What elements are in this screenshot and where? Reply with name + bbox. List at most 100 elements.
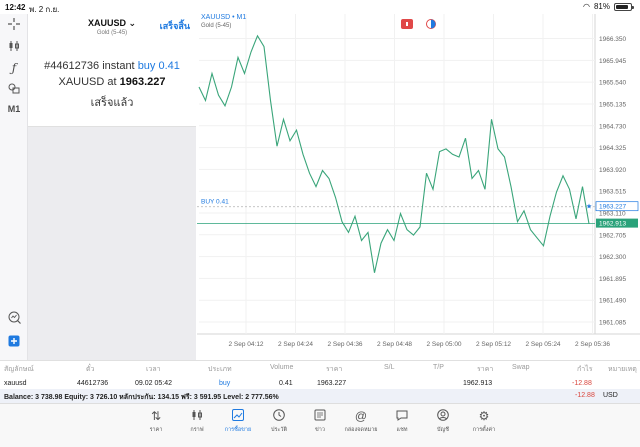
- tab-mailbox[interactable]: @ กล่องจดหมาย: [341, 409, 381, 434]
- y-tick-label: 1963.920: [599, 167, 626, 174]
- column-header[interactable]: ราคา: [326, 366, 343, 373]
- tab-settings[interactable]: ⚙ การตั้งค่า: [464, 409, 504, 434]
- done-button[interactable]: เสร็จสิ้น: [159, 21, 190, 31]
- chat-icon: [382, 409, 422, 424]
- order-result-card: XAUUSD ⌄ Gold (5-45) เสร็จสิ้น #44612736…: [28, 14, 196, 127]
- tab-label: กล่องจดหมาย: [344, 427, 378, 433]
- cell-time: 09.02 05:42: [135, 380, 172, 387]
- cell-profit: -12.88: [572, 380, 592, 387]
- column-header[interactable]: ราคา: [477, 366, 494, 373]
- chart-title: XAUUSD • M1: [201, 14, 247, 21]
- tab-account[interactable]: บัญชี: [423, 409, 463, 434]
- quotes-icon: ⇅: [150, 409, 162, 423]
- tab-chart[interactable]: กราฟ: [177, 409, 217, 434]
- table-header: สัญลักษณ์ ตั๋ว เวลา ประเภท Volume ราคา S/L T/P ร…: [0, 361, 640, 375]
- column-header[interactable]: ประเภท: [208, 366, 232, 373]
- chart-canvas: 1966.350 1965.945 1965.540 1965.135 1964.730…: [197, 14, 640, 348]
- cell-price: 1962.913: [463, 380, 493, 387]
- tab-label: กราฟ: [190, 427, 204, 433]
- column-header[interactable]: S/L: [384, 364, 395, 371]
- cell-open-price: 1963.227: [317, 380, 347, 387]
- account-icon: [423, 409, 463, 424]
- candlestick-icon[interactable]: [0, 40, 28, 55]
- chart-subtitle: Gold (5-45): [201, 23, 232, 29]
- history-icon: [259, 409, 299, 424]
- y-tick-label: 1963.515: [599, 189, 626, 196]
- order-symbol-selector[interactable]: XAUUSD ⌄: [28, 18, 196, 29]
- star-icon: ★: [586, 203, 592, 211]
- cell-ticket: 44612736: [77, 380, 109, 387]
- trade-icon: [218, 409, 258, 424]
- tab-chat[interactable]: แชท: [382, 409, 422, 434]
- y-tick-label: 1964.730: [599, 123, 626, 130]
- order-volume: 0.41: [158, 60, 180, 72]
- function-icon[interactable]: ƒ: [11, 61, 17, 75]
- balance-bar: Balance: 3 738.98 Equity: 3 726.10 หลักป…: [0, 389, 640, 403]
- y-tick-label: 1961.490: [599, 298, 626, 305]
- tab-news[interactable]: ข่าว: [300, 409, 340, 434]
- price-series-line: [198, 34, 590, 273]
- table-row[interactable]: xauusd 44612736 09.02 05:42 buy 0.41 196…: [0, 377, 640, 391]
- x-tick-label: 2 Sep 04:12: [228, 341, 263, 348]
- add-icon[interactable]: [0, 335, 28, 350]
- bottom-tab-bar: ⇅ ราคา กราฟ การซื้อขาย ประวัติ ข่าว @ กล่องจดหม…: [0, 403, 640, 447]
- y-tick-label: 1966.350: [599, 36, 626, 43]
- current-price-tag-label: 1962.913: [599, 221, 626, 228]
- column-header[interactable]: เวลา: [146, 366, 161, 373]
- tab-trade[interactable]: การซื้อขาย: [218, 409, 258, 434]
- cell-volume: 0.41: [279, 380, 293, 387]
- order-type: instant: [102, 60, 135, 72]
- tab-label: การซื้อขาย: [224, 427, 252, 433]
- timeframe-button[interactable]: M1: [7, 104, 21, 114]
- column-header[interactable]: ตั๋ว: [86, 366, 95, 373]
- current-price-tag: [596, 218, 638, 228]
- tab-label: ข่าว: [315, 427, 325, 433]
- status-bar: 12:42 พ. 2 ก.ย. ◠ 81%: [0, 0, 640, 14]
- column-header[interactable]: สัญลักษณ์: [4, 366, 34, 373]
- column-header[interactable]: หมายเหตุ: [608, 366, 637, 373]
- left-toolbar: ƒ M1: [0, 14, 28, 360]
- settings-icon: ⚙: [478, 409, 490, 423]
- x-tick-label: 2 Sep 05:24: [525, 341, 560, 348]
- x-tick-label: 2 Sep 05:36: [575, 341, 610, 348]
- cell-type: buy: [219, 380, 231, 387]
- cell-symbol: xauusd: [4, 380, 27, 387]
- tab-history[interactable]: ประวัติ: [259, 409, 299, 434]
- tab-label: ราคา: [149, 427, 163, 433]
- y-tick-label: 1965.945: [599, 58, 626, 65]
- account-currency: USD: [603, 392, 618, 399]
- balance-summary: Balance: 3 738.98 Equity: 3 726.10 หลักป…: [4, 394, 279, 401]
- crosshair-icon[interactable]: [0, 18, 28, 33]
- objects-icon[interactable]: [0, 82, 28, 97]
- y-tick-label: 1963.110: [599, 211, 626, 218]
- status-indicators: ◠ 81%: [583, 2, 634, 11]
- column-header[interactable]: กำไร: [577, 366, 593, 373]
- wifi-icon: ◠: [583, 2, 590, 11]
- y-tick-label: 1961.085: [599, 320, 626, 327]
- news-icon: [300, 409, 340, 424]
- tab-label: ประวัติ: [270, 427, 288, 433]
- y-tick-label: 1964.325: [599, 145, 626, 152]
- battery-icon: [614, 2, 634, 11]
- x-tick-label: 2 Sep 05:12: [476, 341, 511, 348]
- search-chart-icon[interactable]: [0, 311, 28, 327]
- column-header[interactable]: T/P: [433, 364, 444, 371]
- order-price-prefix: XAUUSD at: [58, 76, 117, 88]
- price-chart[interactable]: XAUUSD • M1 Gold (5-45) 1966.350 1965.945…: [197, 14, 640, 360]
- one-click-trading-icon[interactable]: [401, 19, 413, 29]
- order-price: 1963.227: [119, 76, 166, 88]
- y-tick-label: 1965.135: [599, 101, 626, 108]
- tab-quotes[interactable]: ⇅ ราคา: [136, 409, 176, 434]
- x-tick-label: 2 Sep 04:24: [278, 341, 313, 348]
- depth-of-market-icon[interactable]: [425, 19, 437, 29]
- x-tick-label: 2 Sep 05:00: [426, 341, 461, 348]
- column-header[interactable]: Swap: [512, 364, 530, 371]
- column-header[interactable]: Volume: [270, 364, 294, 371]
- y-tick-label: 1962.705: [599, 232, 626, 239]
- status-date: พ. 2 ก.ย.: [29, 5, 60, 14]
- battery-percent: 81%: [593, 2, 610, 11]
- order-ticket: #44612736: [44, 60, 100, 72]
- total-profit: -12.88: [575, 392, 595, 399]
- tab-label: แชท: [396, 427, 408, 433]
- order-symbol-description: Gold (5-45): [96, 30, 128, 36]
